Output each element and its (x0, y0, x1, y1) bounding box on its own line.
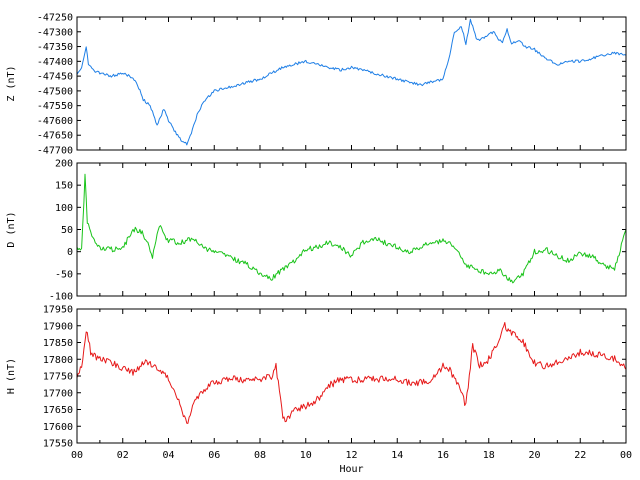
x-tick-label: 02 (117, 450, 129, 461)
y-tick-label: -47450 (37, 72, 73, 83)
y-axis-title: D (nT) (6, 211, 17, 247)
series-line-1 (76, 18, 627, 146)
x-tick-label: 08 (254, 450, 266, 461)
chart-panel-1: -47250 -47300 -47350 -47400 -47450 -47500 -475… (6, 13, 627, 157)
y-tick-label: -47400 (37, 57, 73, 68)
y-tick-label: 17900 (43, 321, 73, 332)
chart-panel-3: 17950 17900 17850 17800 17750 17700 17650 17600… (6, 305, 632, 476)
x-tick-label: 22 (574, 450, 586, 461)
y-tick-label: -47550 (37, 101, 73, 112)
x-tick-label: 20 (528, 450, 540, 461)
y-tick-label: 17600 (43, 422, 73, 433)
x-axis-title: Hour (339, 464, 363, 475)
x-tick-label: 16 (437, 450, 449, 461)
y-tick-label: -100 (49, 292, 73, 303)
y-tick-label: 0 (67, 247, 73, 258)
y-tick-label: -47350 (37, 42, 73, 53)
y-tick-label: -47700 (37, 146, 73, 157)
y-tick-label: -47250 (37, 13, 73, 24)
x-tick-label: 00 (620, 450, 632, 461)
series-line-3 (76, 322, 627, 424)
x-tick-label: 14 (391, 450, 403, 461)
y-tick-label: 150 (55, 181, 73, 192)
y-tick-label: 200 (55, 159, 73, 170)
y-tick-label: -47500 (37, 86, 73, 97)
y-tick-label: 17700 (43, 388, 73, 399)
chart-panel-2: 200 150 100 50 0 -50 -100 D (nT) (6, 159, 627, 303)
y-tick-label: 17950 (43, 305, 73, 316)
x-tick-label: 06 (208, 450, 220, 461)
x-tick-label: 10 (300, 450, 312, 461)
y-tick-label: 17650 (43, 405, 73, 416)
y-tick-label: 17850 (43, 338, 73, 349)
x-tick-label: 00 (71, 450, 83, 461)
y-tick-label: -47600 (37, 116, 73, 127)
y-tick-label: 50 (61, 225, 73, 236)
y-axis-title: H (nT) (6, 358, 17, 394)
y-tick-label: 100 (55, 203, 73, 214)
y-tick-label: -50 (55, 269, 73, 280)
y-axis-title: Z (nT) (6, 65, 17, 101)
plot-frame (76, 308, 627, 444)
plot-frame (76, 162, 627, 297)
y-tick-label: 17750 (43, 372, 73, 383)
x-tick-label: 04 (162, 450, 174, 461)
x-tick-label: 12 (345, 450, 357, 461)
y-tick-label: -47650 (37, 131, 73, 142)
x-tick-label: 18 (483, 450, 495, 461)
plot-frame (76, 16, 627, 151)
y-tick-label: -47300 (37, 27, 73, 38)
series-line-2 (76, 173, 627, 284)
y-tick-label: 17550 (43, 439, 73, 450)
y-tick-label: 17800 (43, 355, 73, 366)
